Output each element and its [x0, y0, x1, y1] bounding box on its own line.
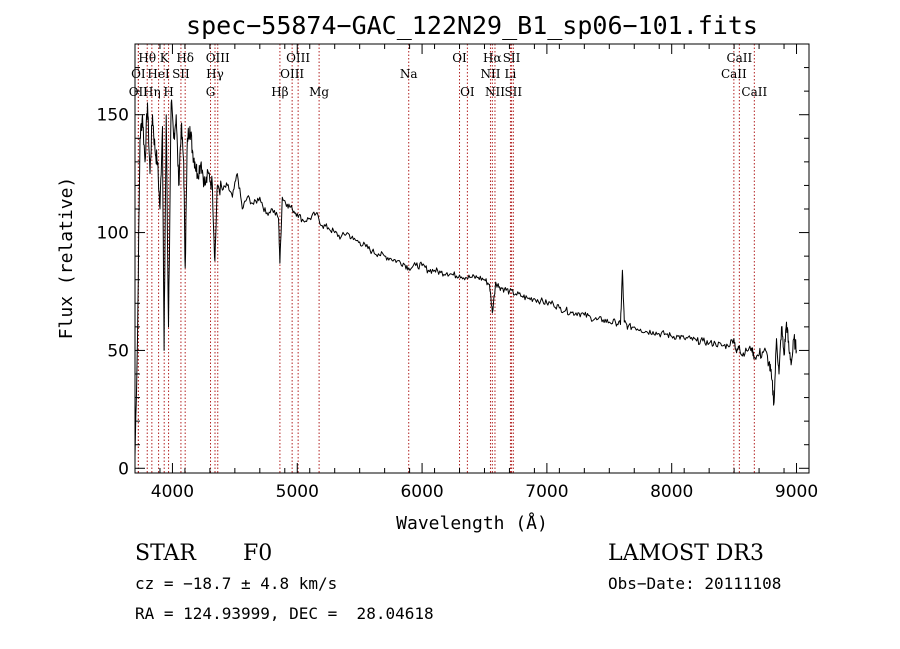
- x-tick-label-0: 4000: [151, 482, 194, 502]
- line-label-27: CaII: [741, 85, 767, 99]
- x-tick-label-1: 5000: [276, 482, 319, 502]
- line-label-26: CaII: [721, 67, 747, 81]
- x-tick-label-5: 9000: [775, 482, 818, 502]
- object-class: STAR: [135, 541, 196, 566]
- obs-date: Obs−Date: 20111108: [608, 574, 782, 593]
- y-axis-label: Flux (relative): [56, 177, 77, 340]
- spectrum-chart: spec−55874−GAC_122N29_B1_sp06−101.fits O…: [56, 11, 818, 534]
- redshift-readout: cz = −18.7 ± 4.8 km/s: [135, 574, 338, 593]
- x-tick-label-3: 7000: [525, 482, 568, 502]
- line-label-11: Hγ: [206, 67, 224, 81]
- line-label-14: OIII: [280, 67, 304, 81]
- y-tick-label-1: 50: [107, 341, 129, 361]
- chart-title: spec−55874−GAC_122N29_B1_sp06−101.fits: [186, 11, 758, 40]
- line-label-16: Na: [400, 67, 418, 81]
- line-label-0: OI: [131, 67, 146, 81]
- x-axis-label: Wavelength (Å): [396, 512, 548, 534]
- line-label-1: OII: [129, 85, 149, 99]
- line-label-21: NII: [485, 85, 505, 99]
- line-label-23: Li: [505, 67, 517, 81]
- line-label-4: HeI: [147, 67, 170, 81]
- line-label-7: SII: [172, 67, 190, 81]
- line-label-25: CaII: [726, 51, 752, 65]
- line-label-2: Hθ: [138, 51, 156, 65]
- object-subclass: F0: [243, 541, 273, 566]
- line-label-5: K: [160, 51, 170, 65]
- line-label-18: OI: [460, 85, 475, 99]
- line-label-3: Hη: [143, 85, 161, 99]
- coordinates: RA = 124.93999, DEC = 28.04618: [135, 604, 434, 623]
- y-tick-label-2: 100: [97, 224, 129, 244]
- line-label-17: OI: [452, 51, 467, 65]
- line-label-22: SII: [503, 51, 521, 65]
- line-label-9: G: [206, 85, 216, 99]
- plot-frame: [134, 43, 810, 474]
- line-label-8: Hδ: [176, 51, 194, 65]
- line-label-13: OIII: [286, 51, 310, 65]
- spectral-line-labels: OI OII Hθ Hη HeI K H SII Hδ G OIII Hγ Hβ OIII OIII Mg Na…: [129, 51, 768, 99]
- x-tick-label-4: 8000: [650, 482, 693, 502]
- survey-name: LAMOST DR3: [608, 541, 764, 566]
- spectral-line-markers: [137, 44, 755, 473]
- axis-ticks: 4000 5000 6000 7000 8000 9000 0 50 100 150: [97, 44, 818, 502]
- y-tick-label-3: 150: [97, 106, 129, 126]
- x-tick-label-2: 6000: [400, 482, 443, 502]
- line-label-10: OIII: [206, 51, 230, 65]
- line-label-20: NII: [480, 67, 500, 81]
- line-label-15: Mg: [309, 85, 329, 99]
- line-label-19: Hα: [483, 51, 502, 65]
- line-label-24: SII: [504, 85, 522, 99]
- line-label-12: Hβ: [271, 85, 288, 99]
- line-label-6: H: [163, 85, 173, 99]
- spectrum-line-0: [134, 99, 797, 457]
- y-tick-label-0: 0: [118, 459, 129, 479]
- spectrum-series: [134, 99, 797, 457]
